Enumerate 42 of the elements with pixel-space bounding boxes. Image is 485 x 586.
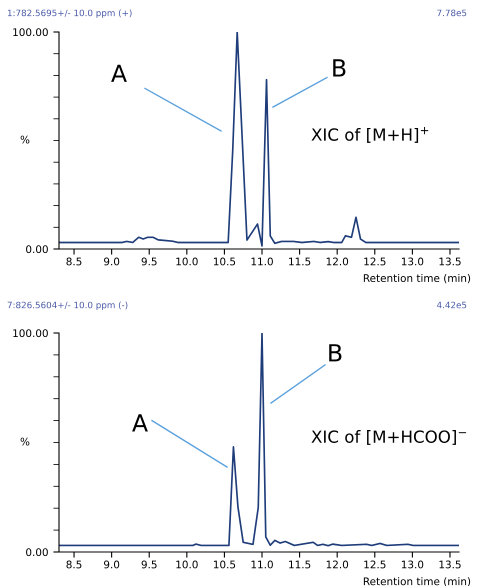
x-tick-label: 12.5 xyxy=(364,258,386,266)
chart-subtitle: 7.78e5 xyxy=(437,10,466,16)
annotation: B xyxy=(333,59,346,76)
x-tick-label: 8.5 xyxy=(66,560,82,568)
x-tick-label: 11.5 xyxy=(289,258,310,266)
x-tick-label: 11.5 xyxy=(289,560,310,568)
x-tick-label: 10.0 xyxy=(176,258,198,266)
y-axis-title: % xyxy=(20,438,30,446)
x-tick-label: 9.5 xyxy=(142,258,157,266)
chart-title: 1:782.5695+/- 10.0 ppm (+) xyxy=(8,9,132,18)
x-tick-label: 13.0 xyxy=(402,560,424,568)
x-tick-label: 11.0 xyxy=(252,258,273,266)
x-tick-label: 10.5 xyxy=(214,560,236,568)
x-tick-label: 13.0 xyxy=(402,258,424,266)
x-tick-label: 12.5 xyxy=(364,560,386,568)
chart-title: 7:826.5604+/- 10.0 ppm (-) xyxy=(8,302,128,310)
line-series xyxy=(59,333,459,546)
y-tick-label: 0.00 xyxy=(26,245,48,254)
x-tick-label: 11.0 xyxy=(252,560,273,568)
annotation: A xyxy=(111,64,127,82)
y-tick-label: 0.00 xyxy=(26,548,48,556)
x-tick-label: 12.0 xyxy=(326,258,348,266)
x-tick-label: 8.5 xyxy=(66,258,82,266)
x-tick-label: 10.0 xyxy=(176,560,198,568)
x-axis-title: Retention time (min) xyxy=(364,274,470,284)
y-tick-label: 100.00 xyxy=(13,329,48,338)
x-tick-label: 13.5 xyxy=(440,258,461,266)
x-tick-label: 9.0 xyxy=(104,560,120,568)
x-tick-label: 9.5 xyxy=(142,560,157,568)
x-tick-label: 9.0 xyxy=(104,258,120,266)
chart-subtitle: 4.42e5 xyxy=(436,302,466,308)
x-axis-title: Retention time (min) xyxy=(364,577,470,586)
x-tick-label: 13.5 xyxy=(440,560,461,568)
y-tick-label: 100.00 xyxy=(13,28,48,36)
y-axis-title: % xyxy=(20,136,30,144)
line-series xyxy=(59,32,459,247)
x-tick-label: 12.0 xyxy=(326,560,348,568)
annotation: XIC of [M+H]$^{+}$ xyxy=(311,126,428,143)
annotation: B xyxy=(329,344,342,362)
x-tick-label: 10.5 xyxy=(214,258,236,266)
annotation: XIC of [M+HCOO]$^{−}$ xyxy=(311,430,466,445)
annotation: A xyxy=(132,414,148,432)
